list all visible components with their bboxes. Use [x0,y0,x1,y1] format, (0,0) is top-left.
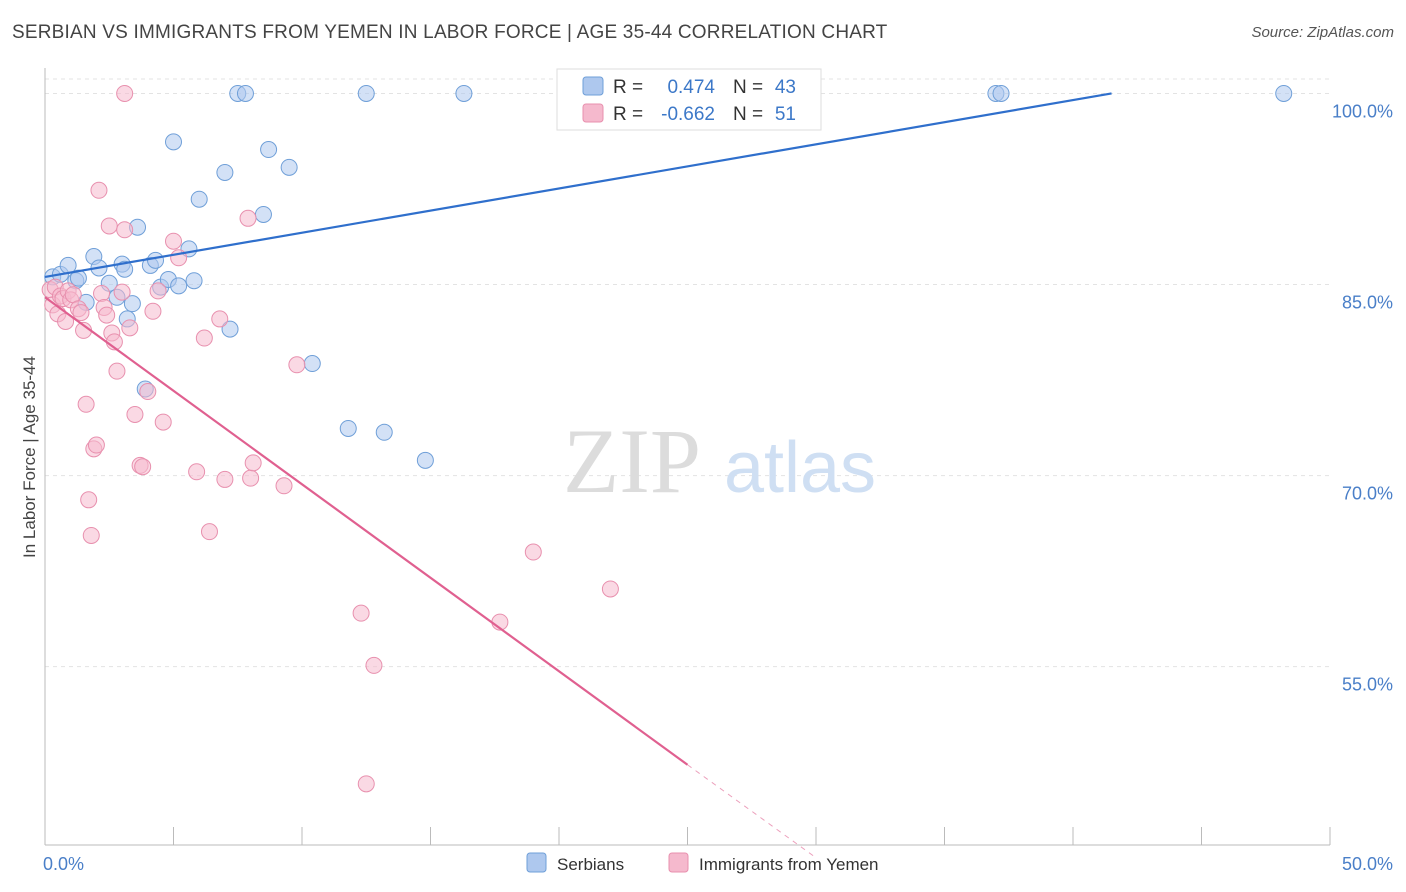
point-yemen [244,454,262,472]
axes [44,68,1331,846]
point-yemen [165,232,182,250]
stats-r-label-1: R = [613,77,643,98]
y-axis-title: In Labor Force | Age 35-44 [20,356,39,558]
point-serbians [455,84,473,102]
point-serbians [357,84,375,102]
stats-swatch-serbians [582,76,604,96]
point-yemen [77,395,95,413]
point-yemen [216,470,234,488]
y-tick-label: 100.0% [1332,101,1393,121]
point-yemen [90,181,108,199]
point-yemen [82,526,100,544]
legend-label-serbians: Serbians [557,855,624,874]
point-serbians [190,190,208,208]
x-axis-ticks [44,827,1331,845]
stats-n-value-1: 43 [775,77,796,98]
y-tick-label: 70.0% [1342,484,1393,504]
legend-swatch-serbians [526,852,547,873]
point-yemen [100,217,118,235]
trend-line-yemen-extension [687,764,817,859]
point-serbians [416,451,434,469]
stats-n-label-1: N = [733,77,763,98]
stats-r-value-2: -0.662 [661,104,715,125]
point-serbians [147,251,165,269]
point-serbians [992,84,1010,102]
chart-title: SERBIAN VS IMMIGRANTS FROM YEMEN IN LABO… [12,22,888,43]
trend-lines [44,92,1112,859]
point-serbians [260,141,278,159]
trend-line-serbians [44,92,1112,278]
point-yemen [139,383,157,401]
point-serbians [170,277,188,295]
legend-label-yemen: Immigrants from Yemen [699,855,879,874]
point-yemen [121,319,139,337]
point-serbians [216,163,234,181]
stats-n-value-2: 51 [775,104,796,125]
point-yemen [113,283,131,301]
source-label: Source: ZipAtlas.com [1251,24,1394,41]
trend-line-yemen [44,296,689,766]
point-yemen [154,413,172,431]
point-serbians [123,295,141,313]
point-serbians [280,158,298,176]
point-yemen [242,469,260,487]
point-yemen [80,491,98,509]
point-yemen [524,543,542,561]
y-tick-label: 55.0% [1342,675,1393,695]
point-serbians [185,272,203,290]
point-yemen [72,304,90,322]
stats-r-label-2: R = [613,104,643,125]
point-yemen [200,523,218,541]
x-tick-labels: 0.0% 50.0% [43,854,1393,874]
point-serbians [236,84,254,102]
y-tick-labels: 100.0% 85.0% 70.0% 55.0% [1332,101,1393,694]
point-serbians [254,205,272,223]
point-yemen [98,306,116,324]
point-serbians [165,133,182,151]
point-yemen [144,302,162,320]
point-yemen [93,284,111,302]
y-tick-label: 85.0% [1342,293,1393,313]
point-yemen [195,329,213,347]
point-yemen [126,405,144,423]
point-yemen [239,209,257,227]
scatter-points [41,84,1293,793]
point-yemen [275,477,293,495]
point-yemen [211,310,229,328]
stats-box: R = 0.474 N = 43 R = -0.662 N = 51 [556,68,822,131]
point-yemen [288,356,306,374]
watermark: ZIP atlas [563,410,876,512]
stats-swatch-yemen [582,103,604,123]
point-serbians [221,320,239,338]
point-serbians [303,355,321,373]
point-yemen [188,463,206,481]
point-serbians [116,260,134,278]
point-yemen [365,656,383,674]
legend: Serbians Immigrants from Yemen [526,852,879,874]
stats-n-label-2: N = [733,104,763,125]
legend-swatch-yemen [668,852,689,873]
stats-r-value-1: 0.474 [667,77,715,98]
point-serbians [375,423,393,441]
point-yemen [116,84,134,102]
point-yemen [357,775,375,793]
point-serbians [339,419,357,437]
point-yemen [601,580,619,598]
point-yemen [352,604,370,622]
point-yemen [87,436,105,454]
point-yemen [116,221,134,239]
point-yemen [134,458,152,476]
watermark-atlas: atlas [724,428,876,508]
point-serbians [1275,84,1293,102]
x-tick-label: 50.0% [1342,854,1393,874]
watermark-zip: ZIP [563,410,701,512]
x-tick-label: 0.0% [43,854,84,874]
point-yemen [108,362,126,380]
point-yemen [149,282,167,300]
